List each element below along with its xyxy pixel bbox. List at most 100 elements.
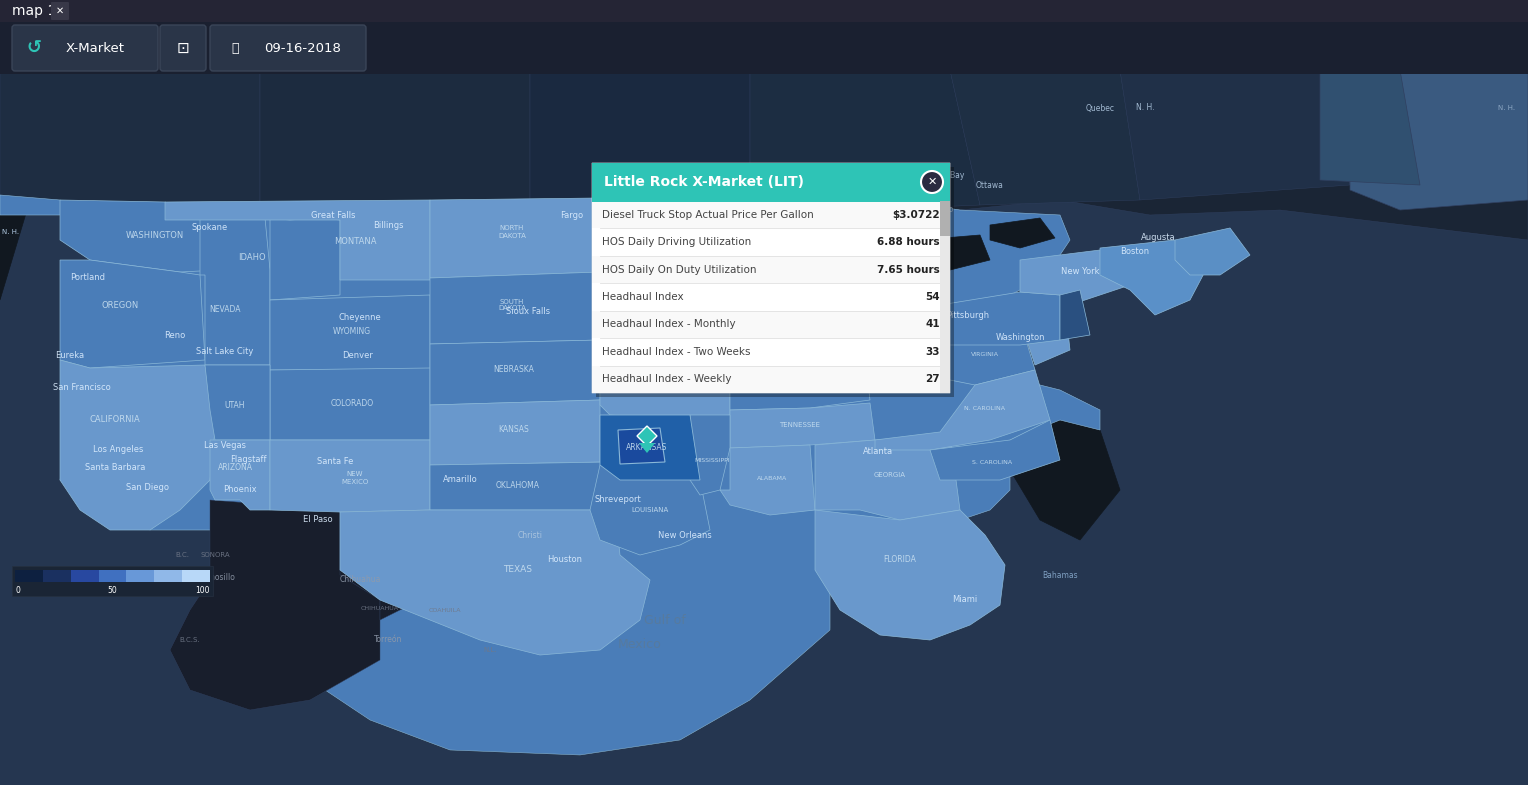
Text: Quebec: Quebec <box>1085 104 1114 112</box>
Text: New York: New York <box>1060 268 1099 276</box>
Bar <box>591 256 950 283</box>
Polygon shape <box>750 70 979 215</box>
Bar <box>940 201 950 236</box>
Text: OREGON: OREGON <box>101 301 139 309</box>
Polygon shape <box>1010 410 1120 540</box>
Text: North Bay: North Bay <box>926 170 964 180</box>
Bar <box>591 228 950 256</box>
Polygon shape <box>730 360 869 410</box>
Text: MONTANA: MONTANA <box>333 238 376 246</box>
Polygon shape <box>801 195 869 235</box>
Polygon shape <box>876 370 1050 450</box>
Text: Phoenix: Phoenix <box>223 485 257 495</box>
Polygon shape <box>341 510 649 655</box>
Text: Atlanta: Atlanta <box>863 447 892 457</box>
Polygon shape <box>601 338 730 420</box>
Text: X-Market: X-Market <box>66 42 124 54</box>
Text: Denver: Denver <box>342 350 373 360</box>
Text: Las Vegas: Las Vegas <box>205 440 246 450</box>
Text: WISCONSIN: WISCONSIN <box>744 231 785 237</box>
Text: ✕: ✕ <box>57 6 64 16</box>
Polygon shape <box>950 70 1140 205</box>
Polygon shape <box>0 70 60 300</box>
Text: HOS Daily On Duty Utilization: HOS Daily On Duty Utilization <box>602 265 756 275</box>
Polygon shape <box>0 195 1100 755</box>
Polygon shape <box>1120 70 1351 200</box>
Text: COLORADO: COLORADO <box>330 400 373 408</box>
Text: LOUISIANA: LOUISIANA <box>631 507 669 513</box>
Text: WYOMING: WYOMING <box>333 327 371 337</box>
Polygon shape <box>205 365 270 440</box>
Text: UTAH: UTAH <box>225 400 246 410</box>
Polygon shape <box>730 403 876 448</box>
Text: FLORIDA: FLORIDA <box>883 556 917 564</box>
Polygon shape <box>931 420 1060 480</box>
Text: Pittsburgh: Pittsburgh <box>946 311 990 319</box>
Polygon shape <box>200 218 270 365</box>
Text: Santa Barbara: Santa Barbara <box>86 463 145 473</box>
Text: TENNESSEE: TENNESSEE <box>779 422 821 428</box>
Polygon shape <box>429 198 601 278</box>
Text: 27: 27 <box>926 374 940 385</box>
Bar <box>127 570 154 582</box>
Polygon shape <box>60 360 215 530</box>
Polygon shape <box>1175 228 1250 275</box>
Polygon shape <box>1320 70 1420 185</box>
Text: IOWA: IOWA <box>652 301 672 309</box>
Polygon shape <box>601 196 730 272</box>
FancyBboxPatch shape <box>596 167 953 397</box>
Text: Christi: Christi <box>518 531 542 539</box>
FancyBboxPatch shape <box>591 163 950 201</box>
Text: OKLAHOMA: OKLAHOMA <box>497 481 539 491</box>
Text: 6.88 hours: 6.88 hours <box>877 237 940 247</box>
Text: 09-16-2018: 09-16-2018 <box>264 42 341 54</box>
Polygon shape <box>920 235 990 270</box>
Bar <box>0 22 1528 74</box>
Polygon shape <box>860 260 940 360</box>
Text: Salt Lake City: Salt Lake City <box>196 348 254 356</box>
Text: SONORA: SONORA <box>200 552 229 558</box>
Polygon shape <box>691 415 730 495</box>
Text: ARKANSAS: ARKANSAS <box>626 443 668 451</box>
Bar <box>940 201 950 393</box>
Polygon shape <box>940 320 1034 385</box>
FancyBboxPatch shape <box>209 25 367 71</box>
Bar <box>15 570 43 582</box>
Polygon shape <box>601 270 730 342</box>
Bar <box>591 283 950 311</box>
Polygon shape <box>60 200 260 272</box>
Text: Mexico: Mexico <box>619 638 662 652</box>
Circle shape <box>921 171 943 193</box>
Text: ALABAMA: ALABAMA <box>756 476 787 480</box>
FancyBboxPatch shape <box>12 25 157 71</box>
Polygon shape <box>209 440 270 510</box>
Bar <box>182 570 209 582</box>
Bar <box>99 570 127 582</box>
Polygon shape <box>270 295 429 370</box>
Text: 7.65 hours: 7.65 hours <box>877 265 940 275</box>
Text: Cheyenne: Cheyenne <box>339 313 382 323</box>
Text: Gulf of: Gulf of <box>645 614 686 626</box>
Text: CHIHUAHUA: CHIHUAHUA <box>361 605 399 611</box>
Text: Fargo: Fargo <box>561 210 584 220</box>
Polygon shape <box>1021 305 1070 365</box>
Polygon shape <box>730 270 814 375</box>
Polygon shape <box>60 260 205 368</box>
Text: Flagstaff: Flagstaff <box>229 455 266 465</box>
Text: Hermosillo: Hermosillo <box>194 574 235 582</box>
Text: N. H.: N. H. <box>1135 104 1154 112</box>
Text: El Paso: El Paso <box>303 516 333 524</box>
Text: Miami: Miami <box>952 596 978 604</box>
Polygon shape <box>617 428 665 464</box>
Polygon shape <box>429 400 601 465</box>
FancyBboxPatch shape <box>591 163 950 393</box>
Polygon shape <box>720 445 814 515</box>
Polygon shape <box>814 435 960 520</box>
Text: KY: KY <box>796 385 804 391</box>
Text: INDIANA: INDIANA <box>825 312 851 317</box>
Text: NEBRASKA: NEBRASKA <box>494 366 535 374</box>
Text: 54: 54 <box>926 292 940 302</box>
Text: CALIFORNIA: CALIFORNIA <box>90 415 141 425</box>
Text: KANSAS: KANSAS <box>498 425 529 435</box>
Text: map 1: map 1 <box>12 4 57 18</box>
